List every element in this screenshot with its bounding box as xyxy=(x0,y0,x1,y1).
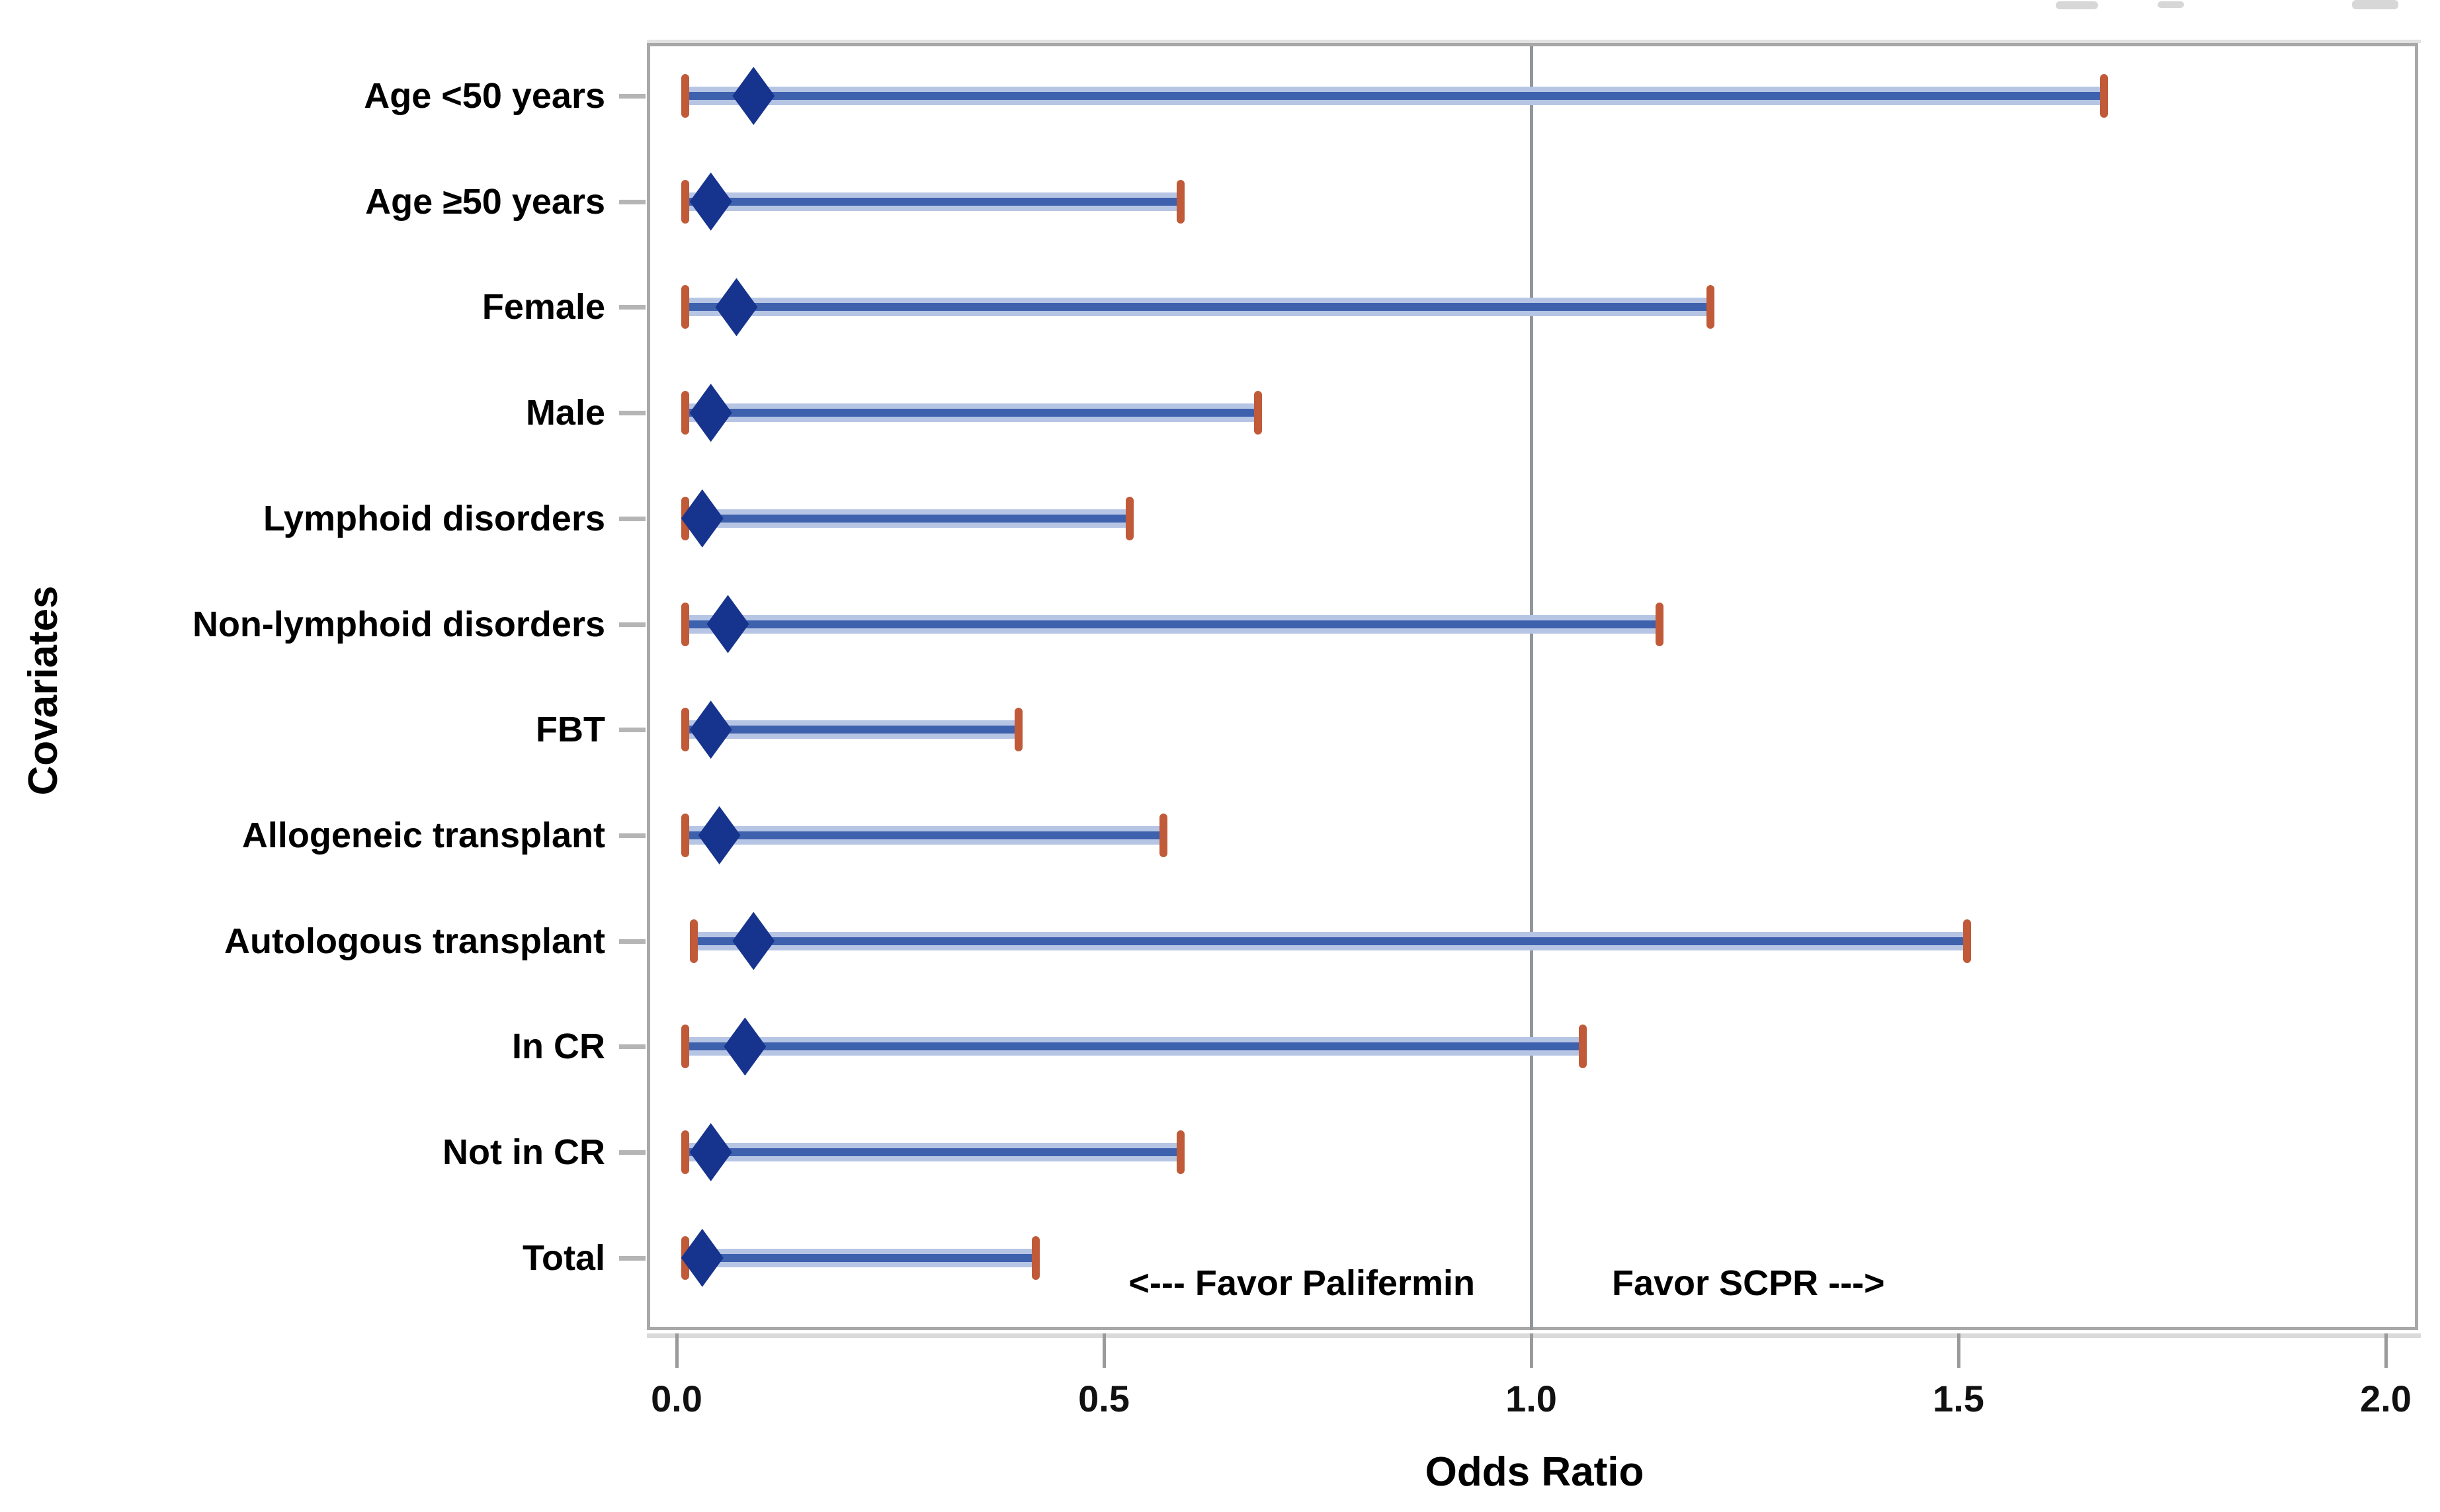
y-axis-row-tick xyxy=(619,1044,646,1050)
x-axis-title: Odds Ratio xyxy=(1425,1449,1644,1495)
ci-upper-cap xyxy=(1706,285,1715,329)
ci-upper-cap xyxy=(1962,919,1971,963)
y-axis-row-tick xyxy=(619,728,646,733)
ci-upper-cap xyxy=(1655,602,1663,646)
y-axis-row-tick xyxy=(619,833,646,838)
favor-palifermin-annotation: <--- Favor Palifermin xyxy=(1128,1263,1475,1303)
ci-lower-cap xyxy=(681,74,689,118)
category-label: Lymphoid disorders xyxy=(263,498,605,538)
ci-line xyxy=(685,514,1130,523)
category-label: Autologous transplant xyxy=(224,921,605,961)
ci-lower-cap xyxy=(681,391,689,435)
ci-line xyxy=(685,726,1019,734)
x-axis-tick xyxy=(2384,1333,2388,1368)
category-label: FBT xyxy=(536,710,605,750)
plot-frame-shadow xyxy=(647,1333,2421,1338)
ci-upper-cap xyxy=(1014,708,1023,752)
x-axis-tick xyxy=(1530,1333,1533,1368)
x-axis-tick-label: 1.0 xyxy=(1505,1378,1557,1419)
ci-line xyxy=(685,620,1660,628)
y-axis-row-tick xyxy=(619,1150,646,1155)
ci-line xyxy=(693,937,1967,945)
ci-upper-cap xyxy=(1031,1236,1040,1280)
y-axis-row-tick xyxy=(619,939,646,944)
y-axis-row-tick xyxy=(619,1255,646,1261)
ci-line xyxy=(685,1042,1583,1051)
ci-line xyxy=(685,197,1181,206)
x-axis-tick xyxy=(675,1333,679,1368)
ci-lower-cap xyxy=(681,1130,689,1174)
ci-upper-cap xyxy=(1125,496,1134,540)
favor-scpr-annotation: Favor SCPR ---> xyxy=(1612,1263,1885,1303)
ci-line xyxy=(685,92,2104,100)
category-label: Not in CR xyxy=(442,1132,605,1172)
y-axis-row-tick xyxy=(619,305,646,310)
y-axis-row-tick xyxy=(619,199,646,204)
category-label: Female xyxy=(482,287,605,327)
ci-line xyxy=(685,1253,1036,1262)
x-axis-tick-label: 0.0 xyxy=(651,1378,702,1419)
reference-line-or-1 xyxy=(1530,46,1533,1330)
ci-line xyxy=(685,409,1258,417)
x-axis-tick-label: 2.0 xyxy=(2360,1378,2412,1419)
ci-upper-cap xyxy=(1253,391,1262,435)
ci-upper-cap xyxy=(1177,1130,1185,1174)
category-label: Allogeneic transplant xyxy=(241,815,605,855)
category-label: Age <50 years xyxy=(364,76,605,116)
ci-lower-cap xyxy=(681,708,689,752)
category-label: In CR xyxy=(512,1027,605,1067)
x-axis-tick-label: 1.5 xyxy=(1933,1378,1984,1419)
scan-artifact xyxy=(2056,1,2098,9)
category-label: Age ≥50 years xyxy=(365,181,605,222)
x-axis-tick xyxy=(1103,1333,1106,1368)
category-label: Total xyxy=(523,1238,605,1278)
y-axis-row-tick xyxy=(619,411,646,416)
category-label: Male xyxy=(525,393,605,433)
y-axis-row-tick xyxy=(619,516,646,521)
y-axis-row-tick xyxy=(619,94,646,99)
ci-line xyxy=(685,303,1711,312)
ci-lower-cap xyxy=(681,285,689,329)
ci-upper-cap xyxy=(1159,813,1168,857)
ci-lower-cap xyxy=(681,813,689,857)
ci-lower-cap xyxy=(681,1025,689,1069)
ci-line xyxy=(685,1148,1181,1156)
plot-frame-highlight xyxy=(647,40,2421,43)
y-axis-row-tick xyxy=(619,622,646,627)
ci-upper-cap xyxy=(1177,179,1185,224)
ci-upper-cap xyxy=(1578,1025,1587,1069)
y-axis-title: Covariates xyxy=(21,585,66,796)
category-label: Non-lymphoid disorders xyxy=(192,604,605,644)
ci-line xyxy=(685,831,1164,839)
x-axis-tick xyxy=(1957,1333,1960,1368)
ci-lower-cap xyxy=(681,179,689,224)
ci-lower-cap xyxy=(689,919,698,963)
scan-artifact xyxy=(2158,1,2184,8)
scan-artifact xyxy=(2352,0,2398,9)
x-axis-tick-label: 0.5 xyxy=(1078,1378,1130,1419)
ci-lower-cap xyxy=(681,602,689,646)
ci-upper-cap xyxy=(2099,74,2108,118)
